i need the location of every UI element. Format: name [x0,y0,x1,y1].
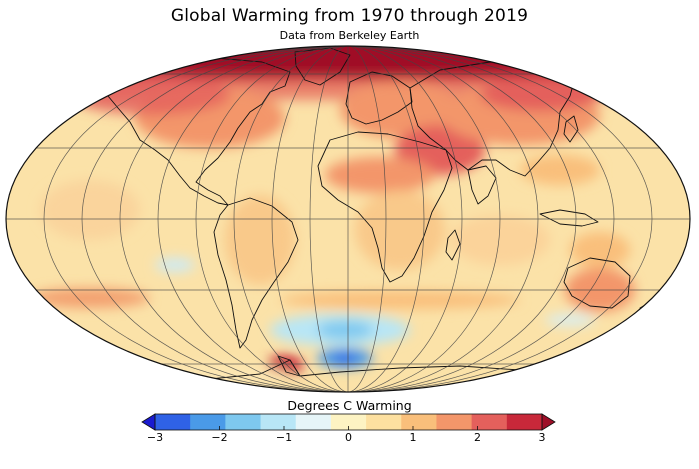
colorbar-tick-label: −1 [275,431,293,444]
colorbar-segment [401,414,437,430]
map-title: Global Warming from 1970 through 2019 [170,6,529,26]
globe-outline [5,45,691,393]
sahara-warming [325,157,435,193]
north-america-outline [107,57,291,206]
south-atlantic-band [280,291,520,309]
colorbar-tick-label: −3 [146,431,164,444]
australia-outline [563,257,631,309]
india-outline [467,165,497,205]
colorbar-tick-label: 2 [474,431,481,444]
south-america-warming [225,195,295,285]
africa-outline [317,131,453,283]
colorbar-segment [155,414,191,430]
colorbar-segment [190,414,226,430]
madagascar-outline [445,229,461,261]
europe-outline [345,71,413,125]
colorbar-segment [330,414,367,430]
japan-outline [563,115,579,143]
colorbar-segment [436,414,473,430]
colorbar-tick-label: −2 [211,431,228,444]
pacific-warming [40,180,140,240]
arctic-core [70,46,590,77]
europe-warming [340,82,460,138]
indonesia-outline [539,209,599,227]
colorbar-segment [225,414,262,430]
colorbar-arrow-right [541,413,556,431]
colorbar-segment [260,414,297,430]
colorbar-segment [471,414,508,430]
colorbar-segment [295,414,332,430]
south-pacific-band [30,288,150,308]
colorbar-tick-label: 0 [345,431,352,444]
colorbar-segment [366,414,402,430]
colorbar-arrow-left [141,413,156,431]
colorbar-tick-label: 1 [409,431,417,444]
indian-ocean-warming [450,215,550,265]
colorbar-title: Degrees C Warming [287,398,412,413]
map-subtitle: Data from Berkeley Earth [279,29,420,42]
colorbar-tick-label: 3 [538,431,546,444]
east-pacific-cooling [155,258,195,272]
colorbar-segment [506,414,543,430]
